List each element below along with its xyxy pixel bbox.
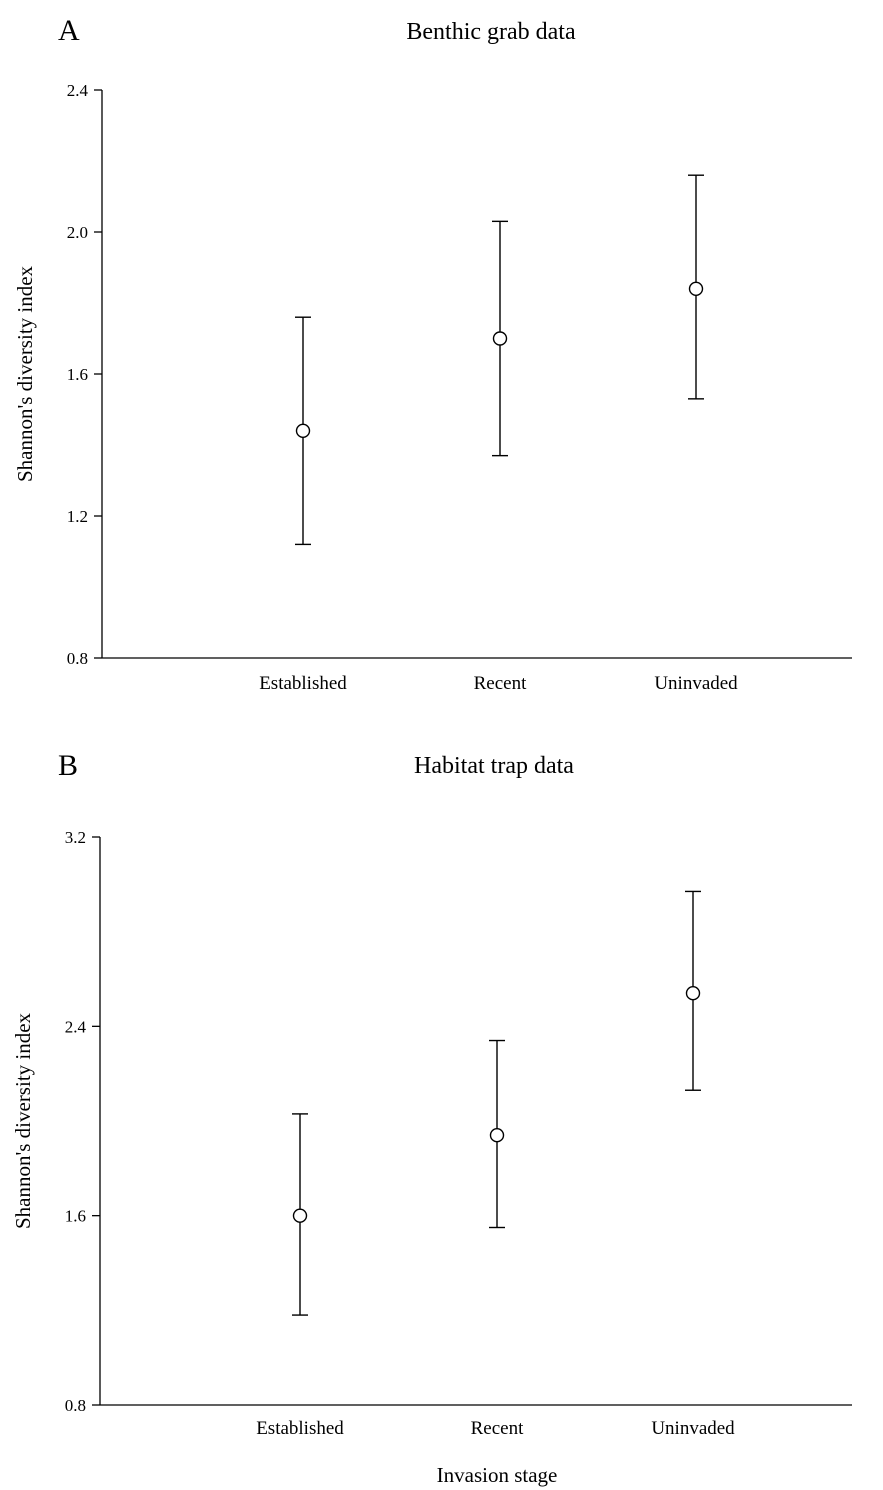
x-axis-label: Invasion stage (437, 1463, 558, 1487)
panel-a-y-tick-label: 2.0 (67, 223, 88, 242)
panel-b-mean-point (685, 986, 701, 1001)
panel-b: B Habitat trap data Shannon's diversity … (11, 749, 852, 1487)
panel-b-y-tick-label: 1.6 (65, 1207, 86, 1226)
panel-a-title: Benthic grab data (406, 19, 576, 45)
panel-a-x-tick-label: Established (259, 673, 347, 694)
panel-b-y-tick-label: 0.8 (65, 1396, 86, 1415)
panel-b-x-tick-label: Established (256, 1418, 344, 1439)
panel-b-y-tick-label: 2.4 (65, 1017, 87, 1036)
panel-a-label: A (58, 14, 80, 47)
panel-a-y-tick-label: 1.6 (67, 365, 88, 384)
panel-a-y-axis-label: Shannon's diversity index (13, 265, 37, 482)
panel-a-mean-point (295, 423, 311, 438)
panel-a-x-tick-label: Recent (474, 673, 527, 694)
panel-b-title: Habitat trap data (414, 753, 574, 779)
panel-a-y-tick-label: 2.4 (67, 81, 89, 100)
panel-a-y-tick-label: 0.8 (67, 649, 88, 668)
panel-a-y-tick-label: 1.2 (67, 507, 88, 526)
panel-b-mean-point (489, 1127, 505, 1143)
panel-a-mean-point (492, 331, 508, 346)
panel-a: A Benthic grab data Shannon's diversity … (13, 14, 852, 694)
panel-b-x-tick-label: Recent (471, 1418, 524, 1439)
panel-b-x-tick-label: Uninvaded (651, 1418, 735, 1439)
panel-b-y-tick-label: 3.2 (65, 828, 86, 847)
panel-b-y-axis-label: Shannon's diversity index (11, 1012, 35, 1229)
panel-a-x-tick-label: Uninvaded (654, 673, 738, 694)
panel-b-label: B (58, 749, 78, 782)
panel-b-mean-point (292, 1208, 308, 1223)
panel-a-mean-point (688, 281, 704, 296)
